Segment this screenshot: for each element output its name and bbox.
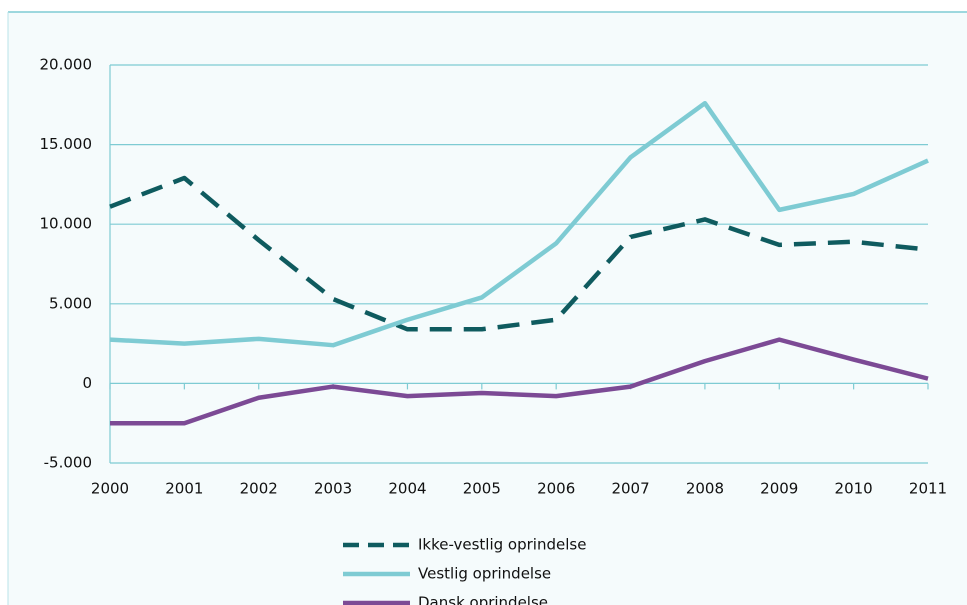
- y-tick-label: 10.000: [40, 215, 93, 233]
- y-tick-label: 20.000: [40, 56, 93, 74]
- panel: [8, 12, 967, 605]
- x-tick-label: 2004: [388, 480, 426, 498]
- x-tick-label: 2006: [537, 480, 575, 498]
- series-line: [110, 337, 929, 426]
- x-tick-label: 2009: [760, 480, 798, 498]
- x-tick-label: 2001: [165, 480, 203, 498]
- y-tick-label: 5.000: [49, 294, 92, 312]
- y-tick-label: 15.000: [40, 135, 93, 153]
- legend-label: Ikke-vestlig oprindelse: [418, 536, 586, 554]
- x-tick-label: 2010: [835, 480, 873, 498]
- y-tick-label: -5.000: [44, 454, 92, 472]
- x-tick-label: 2011: [909, 480, 947, 498]
- legend-label: Vestlig oprindelse: [418, 565, 551, 583]
- x-tick-label: 2000: [91, 480, 129, 498]
- x-tick-label: 2002: [240, 480, 278, 498]
- legend-label: Dansk oprindelse: [418, 594, 548, 605]
- y-tick-label: 0: [82, 374, 92, 392]
- x-tick-label: 2008: [686, 480, 724, 498]
- series-line: [109, 175, 929, 332]
- series-line: [109, 100, 929, 348]
- x-tick-label: 2005: [463, 480, 501, 498]
- x-tick-label: 2007: [611, 480, 649, 498]
- x-tick-label: 2003: [314, 480, 352, 498]
